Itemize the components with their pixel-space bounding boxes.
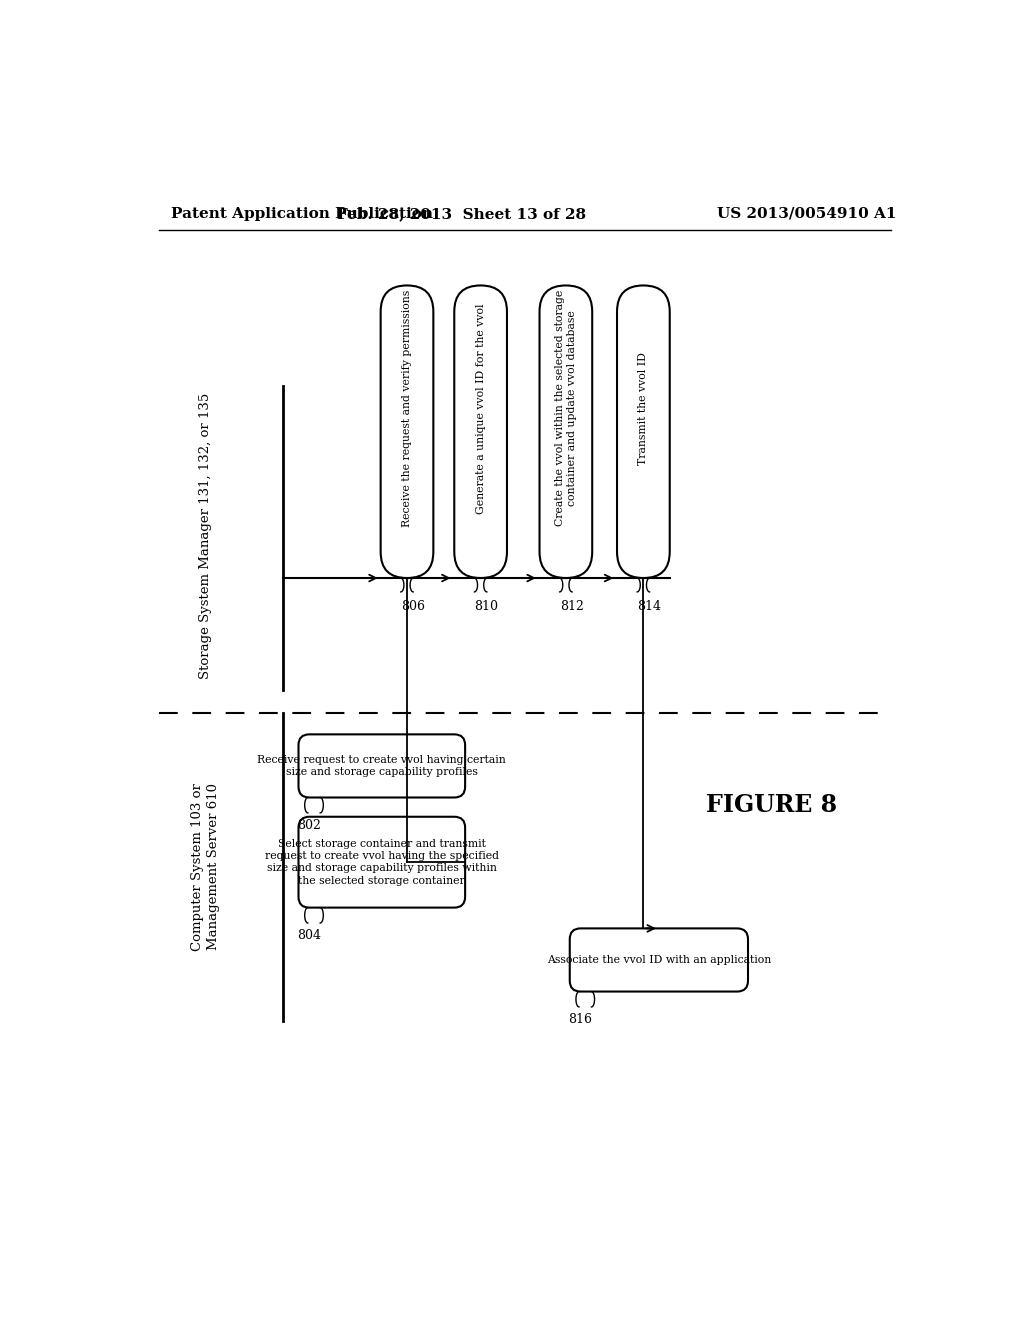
Text: 806: 806 <box>400 599 425 612</box>
FancyBboxPatch shape <box>569 928 748 991</box>
Text: Select storage container and transmit
request to create vvol having the specifie: Select storage container and transmit re… <box>265 838 499 886</box>
Text: 810: 810 <box>474 599 499 612</box>
Text: Generate a unique vvol ID for the vvol: Generate a unique vvol ID for the vvol <box>475 304 485 513</box>
Text: 804: 804 <box>297 929 321 942</box>
Text: US 2013/0054910 A1: US 2013/0054910 A1 <box>717 207 896 220</box>
FancyBboxPatch shape <box>617 285 670 578</box>
Text: Receive request to create vvol having certain
size and storage capability profil: Receive request to create vvol having ce… <box>257 755 506 777</box>
FancyBboxPatch shape <box>455 285 507 578</box>
Text: Patent Application Publication: Patent Application Publication <box>171 207 432 220</box>
Text: Computer System 103 or
Management Server 610: Computer System 103 or Management Server… <box>191 783 219 950</box>
Text: Feb. 28, 2013  Sheet 13 of 28: Feb. 28, 2013 Sheet 13 of 28 <box>337 207 586 220</box>
Text: FIGURE 8: FIGURE 8 <box>706 793 837 817</box>
Text: Associate the vvol ID with an application: Associate the vvol ID with an applicatio… <box>547 954 771 965</box>
Text: Create the vvol within the selected storage
container and update vvol database: Create the vvol within the selected stor… <box>555 290 578 527</box>
Text: Storage System Manager 131, 132, or 135: Storage System Manager 131, 132, or 135 <box>199 392 212 678</box>
Text: Receive the request and verify permissions: Receive the request and verify permissio… <box>402 289 412 527</box>
Text: 814: 814 <box>637 599 662 612</box>
FancyBboxPatch shape <box>299 817 465 908</box>
Text: 802: 802 <box>297 818 321 832</box>
Text: Transmit the vvol ID: Transmit the vvol ID <box>638 352 648 465</box>
FancyBboxPatch shape <box>540 285 592 578</box>
Text: 812: 812 <box>560 599 584 612</box>
FancyBboxPatch shape <box>299 734 465 797</box>
FancyBboxPatch shape <box>381 285 433 578</box>
Text: 816: 816 <box>568 1014 592 1026</box>
